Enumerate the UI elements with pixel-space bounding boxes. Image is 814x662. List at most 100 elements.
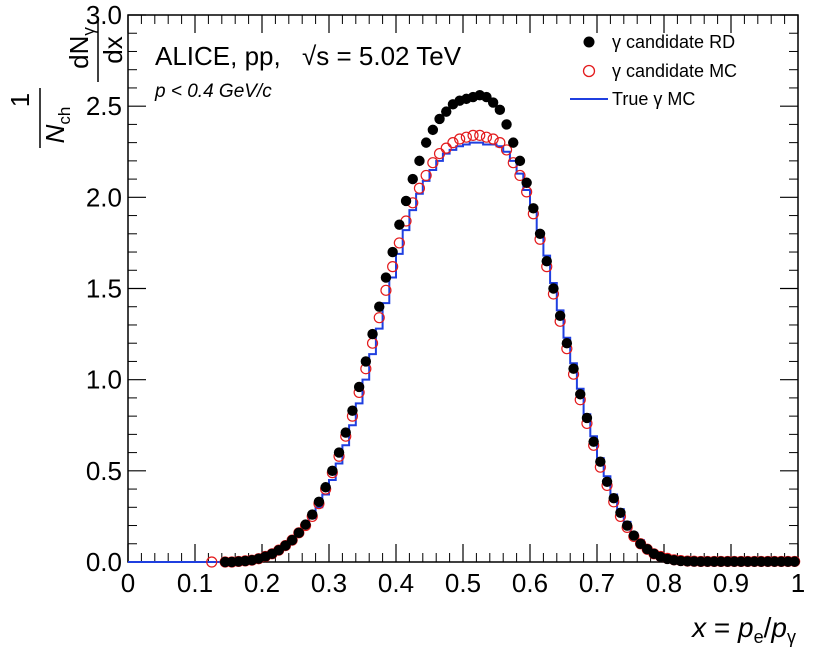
rd-point	[400, 195, 412, 207]
rd-point	[320, 482, 331, 493]
rd-point	[521, 177, 532, 188]
mc-point	[474, 129, 486, 141]
legend-marker-mc	[582, 64, 596, 78]
x-tick-label: 0.3	[311, 568, 347, 598]
y-label-dn: dNγ	[64, 27, 98, 69]
mc-point	[454, 133, 466, 145]
rd-point	[534, 228, 546, 239]
series-gamma-candidate-mc	[206, 129, 801, 568]
mc-point	[480, 131, 493, 143]
legend-label-rd: γ candidate RD	[612, 32, 735, 52]
mc-point	[487, 133, 499, 145]
rd-point	[588, 436, 599, 447]
rd-point	[427, 124, 439, 136]
annotation-energy: √s = 5.02 TeV	[302, 41, 462, 71]
rd-point	[561, 338, 573, 349]
mc-point	[387, 261, 399, 273]
rd-point	[441, 106, 452, 117]
rd-point	[621, 520, 633, 531]
y-tick-label: 2.5	[86, 91, 122, 121]
legend-marker-rd	[583, 36, 595, 48]
mc-point	[206, 556, 218, 568]
mc-point	[413, 182, 426, 194]
x-axis-label: x = pe/pγ	[690, 612, 796, 647]
series-true-gamma-mc	[128, 141, 798, 563]
rd-point	[508, 137, 519, 148]
mc-point	[373, 312, 385, 324]
rd-point	[387, 246, 398, 258]
mc-point	[500, 144, 513, 156]
rd-point	[313, 496, 325, 508]
rd-point	[347, 405, 358, 416]
mc-point	[393, 237, 405, 249]
legend-label-true: True γ MC	[612, 89, 695, 109]
rd-point	[407, 173, 418, 185]
legend-label-mc: γ candidate MC	[612, 61, 737, 81]
rd-point	[380, 272, 392, 283]
x-axis-ticks: 0 0.1 0.2 0.3 0.4 0.5 0.6 0.7 0.8 0.9 1	[121, 15, 805, 598]
rd-point	[554, 310, 566, 322]
rd-point	[568, 363, 579, 374]
rd-point	[333, 447, 345, 458]
y-label-dx: dx	[98, 36, 128, 63]
rd-point	[340, 427, 351, 438]
rd-point	[494, 104, 506, 116]
rd-point	[434, 113, 445, 125]
y-tick-label: 2.0	[86, 182, 122, 212]
rd-point	[628, 530, 640, 541]
x-tick-label: 1	[791, 568, 805, 598]
rd-point	[548, 283, 559, 294]
true-gamma-mc-line	[128, 141, 798, 563]
y-tick-label: 0.0	[86, 547, 122, 577]
x-tick-label: 0.5	[445, 568, 481, 598]
x-tick-label: 0.1	[177, 568, 213, 598]
x-tick-label: 0	[121, 568, 135, 598]
rd-point	[307, 509, 318, 520]
y-tick-label: 0.5	[86, 456, 122, 486]
mc-point	[460, 131, 472, 143]
rd-point	[575, 389, 586, 400]
rd-point	[528, 203, 539, 214]
rd-point	[541, 255, 552, 267]
y-label-nch: Nch	[40, 107, 74, 144]
y-tick-label: 3.0	[86, 0, 122, 30]
rd-point	[581, 412, 593, 424]
mc-point	[514, 169, 526, 182]
rd-point	[789, 556, 800, 567]
rd-point	[300, 519, 311, 530]
x-tick-label: 0.8	[646, 568, 682, 598]
annotation-cut: p < 0.4 GeV/c	[154, 81, 272, 102]
y-tick-label: 1.0	[86, 365, 122, 395]
x-tick-label: 0.6	[512, 568, 548, 598]
rd-point	[374, 301, 385, 312]
rd-point	[501, 119, 512, 130]
rd-point	[394, 219, 405, 230]
mc-point	[494, 137, 506, 149]
rd-point	[608, 492, 619, 504]
annotation-experiment: ALICE, pp,	[155, 41, 281, 71]
x-tick-label: 0.7	[579, 568, 615, 598]
rd-point	[327, 465, 338, 477]
x-tick-label: 0.9	[713, 568, 749, 598]
y-axis-label: 1 Nch dNγ dx	[5, 20, 128, 148]
mc-point	[433, 147, 446, 160]
x-tick-label: 0.2	[244, 568, 280, 598]
rd-point	[293, 527, 305, 539]
rd-point	[487, 97, 499, 108]
y-axis-ticks: 0.0 0.5 1.0 1.5 2.0 2.5 3.0	[86, 0, 798, 577]
mc-point	[420, 169, 432, 182]
rd-point	[367, 328, 378, 340]
y-tick-label: 1.5	[86, 274, 122, 304]
mc-point	[467, 129, 479, 141]
rd-point	[414, 155, 425, 167]
rd-point	[353, 381, 365, 393]
mc-point	[380, 284, 392, 296]
rd-point	[360, 356, 372, 367]
rd-point	[615, 507, 626, 518]
mc-point	[440, 142, 452, 154]
mc-point	[427, 157, 439, 169]
y-label-one: 1	[5, 93, 35, 107]
rd-point	[601, 476, 613, 487]
rd-point	[595, 456, 606, 467]
